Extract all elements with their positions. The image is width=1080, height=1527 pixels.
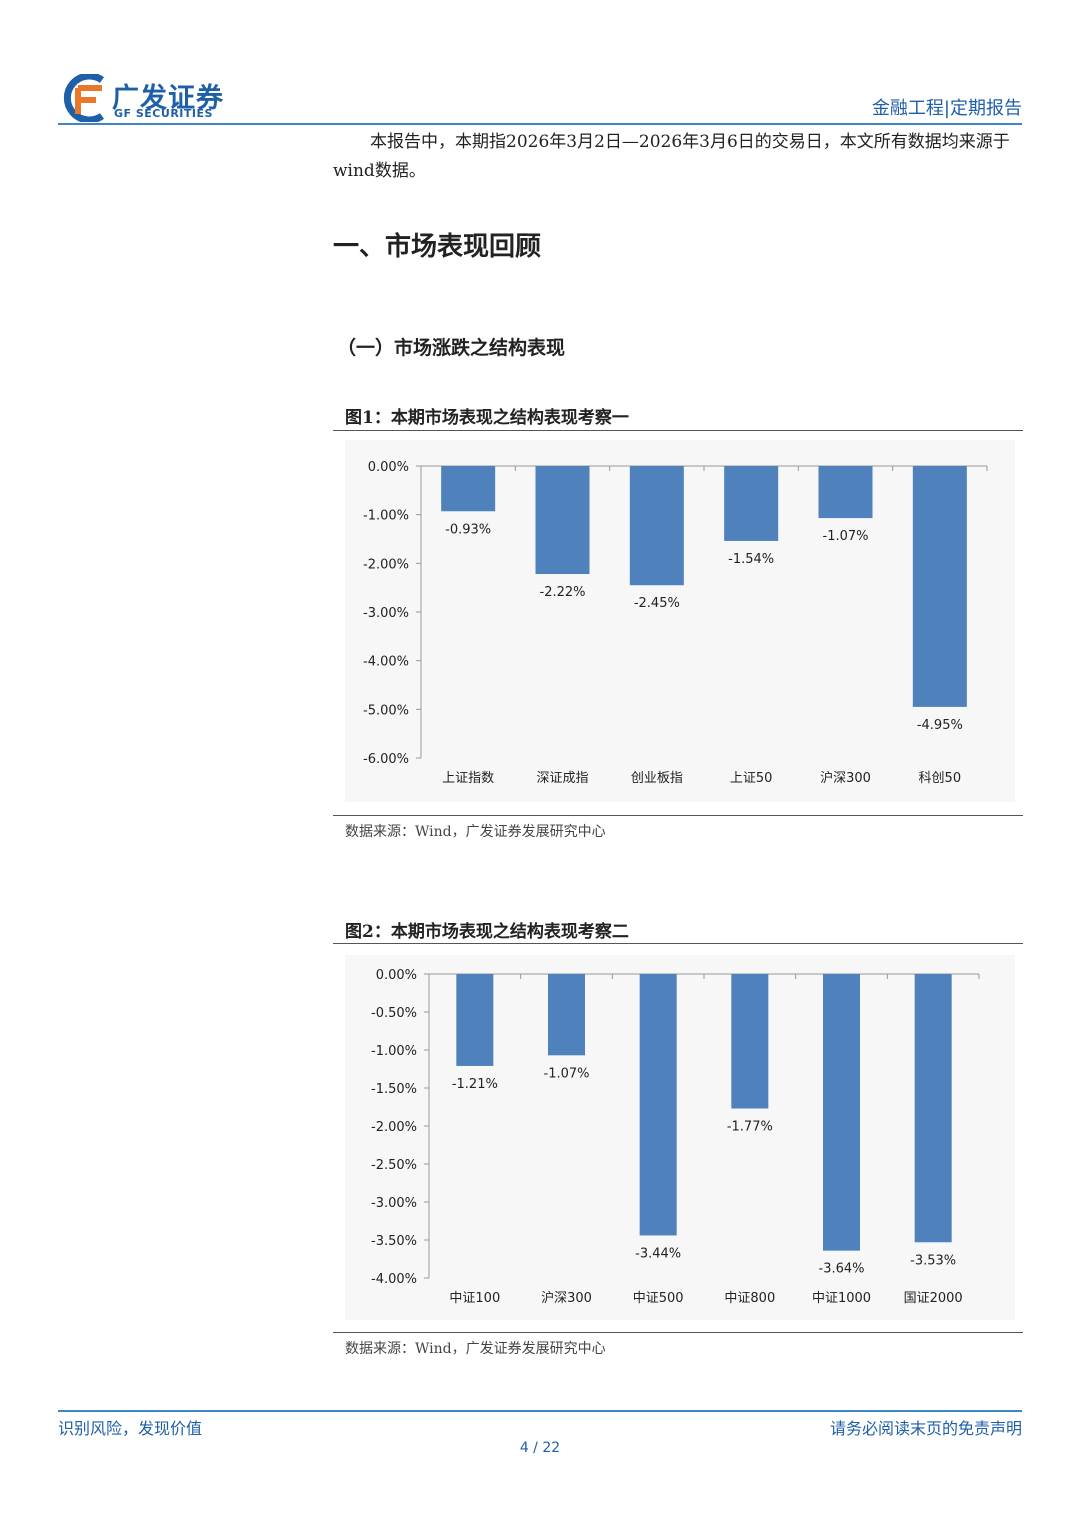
category-label-1: 上证指数 xyxy=(442,771,494,786)
figure-1-title: 图1：本期市场表现之结构表现考察一 xyxy=(345,408,629,428)
category-label-1: 中证100 xyxy=(449,1291,500,1306)
y-tick-label: -0.50% xyxy=(371,1006,417,1021)
y-tick-label: -5.00% xyxy=(363,703,409,718)
figure-1-bar-chart: 0.00% -1.00% -2.00% -3.00% -4.00% -5.00% -6.00… xyxy=(363,460,988,786)
figure-1-top-rule xyxy=(333,430,1023,431)
bar-6 xyxy=(914,974,952,1243)
figure-1-bottom-rule xyxy=(333,815,1023,816)
category-label-4: 上证50 xyxy=(730,771,773,786)
bar-2 xyxy=(535,466,590,575)
data-label-2: -1.07% xyxy=(544,1066,590,1081)
figure-1-source: 数据来源：Wind，广发证券发展研究中心 xyxy=(345,824,606,840)
figure-1-chart-area: 0.00% -1.00% -2.00% -3.00% -4.00% -5.00% -6.00… xyxy=(345,440,1015,802)
y-tick-label: -3.00% xyxy=(363,606,409,621)
category-label-4: 中证800 xyxy=(724,1291,775,1306)
figure-2-top-rule xyxy=(333,943,1023,944)
y-tick-label: -3.00% xyxy=(371,1196,417,1211)
intro-paragraph: 本报告中，本期指2026年3月2日—2026年3月6日的交易日，本文所有数据均来… xyxy=(333,132,1010,181)
footer-slogan: 识别风险，发现价值 xyxy=(58,1419,203,1438)
category-label-2: 深证成指 xyxy=(536,771,588,786)
logo-text-en: GF SECURITIES xyxy=(114,107,213,120)
data-label-4: -1.77% xyxy=(727,1120,773,1135)
data-label-3: -3.44% xyxy=(635,1246,681,1261)
y-tick-label: -1.00% xyxy=(363,509,409,524)
bar-5 xyxy=(818,466,873,519)
header-divider xyxy=(58,123,1022,125)
data-label-6: -4.95% xyxy=(917,718,963,733)
bar-3 xyxy=(629,466,684,586)
y-tick-label: -4.00% xyxy=(371,1272,417,1287)
category-label-3: 创业板指 xyxy=(631,771,683,786)
bar-5 xyxy=(823,974,860,1251)
footer-disclaimer-link[interactable]: 请务必阅读末页的免责声明 xyxy=(829,1419,1022,1438)
figure-2-source: 数据来源：Wind，广发证券发展研究中心 xyxy=(345,1341,606,1357)
figure-2-chart-area: 0.00% -0.50% -1.00% -1.50% -2.00% -2.50% -3.00… xyxy=(345,955,1015,1320)
data-label-4: -1.54% xyxy=(728,552,774,567)
category-label-2: 沪深300 xyxy=(541,1290,592,1306)
data-label-5: -1.07% xyxy=(823,529,869,544)
bar-1 xyxy=(456,974,494,1066)
category-label-3: 中证500 xyxy=(633,1291,684,1306)
data-label-2: -2.22% xyxy=(540,585,586,600)
y-tick-label: -1.00% xyxy=(371,1044,417,1059)
y-tick-label: -3.50% xyxy=(371,1234,417,1249)
y-tick-label: -4.00% xyxy=(363,655,409,670)
data-label-3: -2.45% xyxy=(634,596,680,611)
y-tick-label: -2.00% xyxy=(371,1120,417,1135)
bar-4 xyxy=(724,466,779,541)
category-label-6: 国证2000 xyxy=(904,1291,963,1306)
figure-2-bottom-rule xyxy=(333,1332,1023,1333)
category-label-5: 沪深300 xyxy=(820,770,871,786)
subsection-title: （一）市场涨跌之结构表现 xyxy=(337,337,566,359)
y-tick-label: -2.00% xyxy=(363,557,409,572)
report-category: 金融工程|定期报告 xyxy=(871,98,1022,119)
company-logo: 广发证券 GF SECURITIES xyxy=(58,74,238,124)
y-tick-label: -1.50% xyxy=(371,1082,417,1097)
bar-1 xyxy=(441,466,496,512)
y-tick-label: 0.00% xyxy=(368,460,409,475)
data-label-1: -0.93% xyxy=(445,522,491,537)
bar-6 xyxy=(912,466,967,707)
data-label-1: -1.21% xyxy=(452,1077,498,1092)
gf-logo-icon xyxy=(63,74,105,122)
figure-2-title: 图2：本期市场表现之结构表现考察二 xyxy=(345,922,629,942)
bar-2 xyxy=(548,974,585,1056)
y-tick-label: 0.00% xyxy=(376,968,417,983)
footer-divider xyxy=(58,1410,1022,1412)
page-number: 4 / 22 xyxy=(519,1440,561,1456)
data-label-5: -3.64% xyxy=(819,1262,865,1277)
figure-2-bar-chart: 0.00% -0.50% -1.00% -1.50% -2.00% -2.50% -3.00… xyxy=(371,968,980,1306)
logo-text-cn: 广发证券 xyxy=(112,83,224,114)
y-tick-label: -2.50% xyxy=(371,1158,417,1173)
category-label-5: 中证1000 xyxy=(812,1291,871,1306)
section-title: 一、市场表现回顾 xyxy=(333,232,542,262)
category-label-6: 科创50 xyxy=(919,771,962,786)
y-tick-label: -6.00% xyxy=(363,752,409,767)
bar-4 xyxy=(731,974,769,1109)
data-label-6: -3.53% xyxy=(910,1253,956,1268)
bar-3 xyxy=(639,974,677,1236)
